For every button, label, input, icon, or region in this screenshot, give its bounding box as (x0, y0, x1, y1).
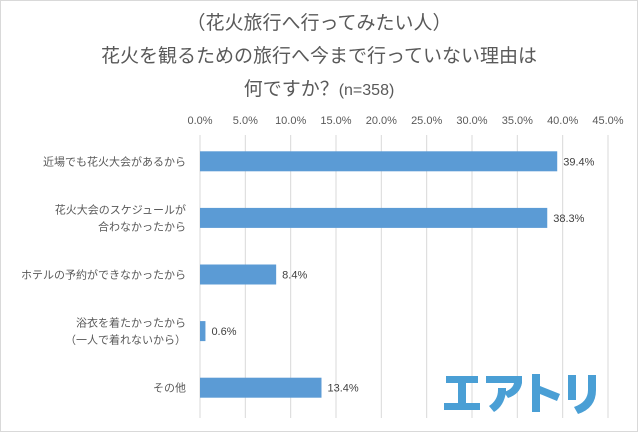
chart-title-line-3: 何ですか？(n=358) (0, 76, 638, 104)
x-tick-label: 40.0% (547, 115, 578, 127)
bar (200, 264, 277, 285)
data-labels: 39.4% 38.3% 8.4% 0.6% 13.4% (211, 156, 594, 394)
data-label: 0.6% (211, 326, 236, 338)
x-tick-label: 15.0% (320, 115, 351, 127)
bar (200, 321, 206, 342)
category-labels: 近場でも花火大会があるから花火大会のスケジュールが合わなかったからホテルの予約が… (21, 154, 186, 394)
data-label: 8.4% (282, 270, 307, 282)
x-tick-label: 30.0% (456, 115, 487, 127)
x-tick-label: 5.0% (233, 115, 258, 127)
gridlines (199, 135, 609, 418)
data-label: 39.4% (563, 156, 594, 168)
category-label: （一人で着れないから） (65, 333, 186, 347)
x-tick-label: 25.0% (411, 115, 442, 127)
chart-title-line-1: （花火旅行へ行ってみたい人） (186, 12, 452, 34)
bar (200, 207, 548, 228)
bars (200, 151, 558, 398)
chart-title-question: 何ですか？ (243, 78, 339, 100)
x-tick-label: 20.0% (366, 115, 397, 127)
data-label: 38.3% (553, 213, 584, 225)
x-tick-label: 35.0% (502, 115, 533, 127)
category-label: 浴衣を着たかったから (76, 316, 186, 330)
chart-title-line-2: 花火を観るための旅行へ今まで行っていない理由は (100, 45, 538, 67)
data-label: 13.4% (327, 383, 358, 395)
x-tick-label: 0.0% (187, 115, 212, 127)
category-label: 合わなかったから (98, 219, 186, 233)
category-label: ホテルの予約ができなかったから (21, 268, 186, 282)
category-label: その他 (153, 382, 186, 395)
sample-size-label: (n=358) (338, 82, 395, 99)
category-label: 近場でも花火大会があるから (43, 154, 186, 168)
logo-icon (444, 374, 596, 414)
bar (200, 377, 322, 398)
x-tick-label: 10.0% (275, 115, 306, 127)
x-axis-tick-labels: 0.0% 5.0% 10.0% 15.0% 20.0% 25.0% 30.0% 35.0% 40… (187, 115, 623, 127)
category-label: 花火大会のスケジュールが (55, 202, 186, 216)
bar (200, 151, 558, 172)
x-tick-label: 45.0% (592, 115, 623, 127)
